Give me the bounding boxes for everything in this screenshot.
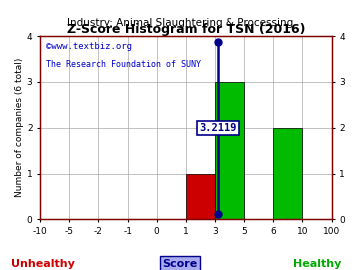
Title: Z-Score Histogram for TSN (2016): Z-Score Histogram for TSN (2016) bbox=[67, 23, 305, 36]
Text: Industry: Animal Slaughtering & Processing: Industry: Animal Slaughtering & Processi… bbox=[67, 18, 293, 28]
Text: Healthy: Healthy bbox=[293, 259, 341, 269]
Text: The Research Foundation of SUNY: The Research Foundation of SUNY bbox=[46, 60, 201, 69]
Bar bbox=[273, 128, 302, 220]
Text: ©www.textbiz.org: ©www.textbiz.org bbox=[46, 42, 132, 50]
Bar bbox=[186, 174, 215, 220]
Text: 3.2119: 3.2119 bbox=[199, 123, 237, 133]
Y-axis label: Number of companies (6 total): Number of companies (6 total) bbox=[15, 58, 24, 197]
Text: Score: Score bbox=[162, 259, 198, 269]
Bar bbox=[215, 82, 244, 220]
Text: Unhealthy: Unhealthy bbox=[11, 259, 75, 269]
